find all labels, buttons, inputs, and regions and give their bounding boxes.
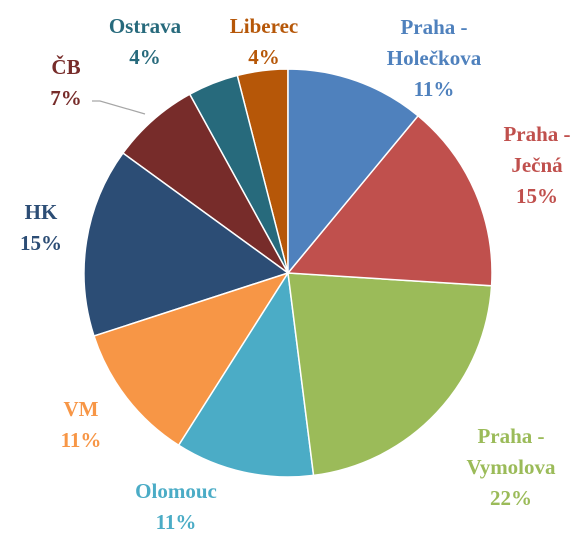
percent-label: 11% bbox=[155, 510, 197, 534]
slice-label: Liberec 4% bbox=[214, 11, 314, 73]
percent-label: 4% bbox=[129, 45, 161, 69]
slice-label: Olomouc 11% bbox=[116, 476, 236, 538]
percent-label: 22% bbox=[490, 486, 532, 510]
category-name: HK bbox=[24, 200, 58, 224]
percent-label: 7% bbox=[50, 86, 82, 110]
percent-label: 11% bbox=[60, 428, 102, 452]
pie-slice bbox=[177, 270, 315, 478]
category-name: Liberec bbox=[229, 14, 299, 38]
slice-label: ČB 7% bbox=[41, 52, 91, 114]
slice-label: HK 15% bbox=[11, 197, 71, 259]
category-name: Praha - Ječná bbox=[503, 122, 571, 177]
slice-label: Praha - Vymolova 22% bbox=[446, 421, 576, 514]
slice-label: Praha - Ječná 15% bbox=[492, 119, 582, 212]
percent-label: 4% bbox=[248, 45, 280, 69]
pie-slice bbox=[93, 271, 290, 447]
percent-label: 15% bbox=[20, 231, 62, 255]
pie-slice bbox=[83, 152, 290, 337]
category-name: Ostrava bbox=[108, 14, 182, 38]
category-name: Praha - Vymolova bbox=[466, 424, 556, 479]
slice-label: Praha - Holečkova 11% bbox=[374, 12, 494, 105]
category-name: Praha - Holečkova bbox=[386, 15, 482, 70]
category-name: Olomouc bbox=[135, 479, 217, 503]
slice-label: VM 11% bbox=[41, 394, 121, 456]
percent-label: 15% bbox=[516, 184, 558, 208]
category-name: ČB bbox=[51, 55, 81, 79]
percent-label: 11% bbox=[413, 77, 455, 101]
pie-slice bbox=[286, 114, 493, 287]
leader-line bbox=[92, 100, 146, 115]
category-name: VM bbox=[63, 397, 99, 421]
pie-slice bbox=[287, 68, 420, 276]
slice-label: Ostrava 4% bbox=[95, 11, 195, 73]
pie-slice bbox=[287, 272, 493, 477]
